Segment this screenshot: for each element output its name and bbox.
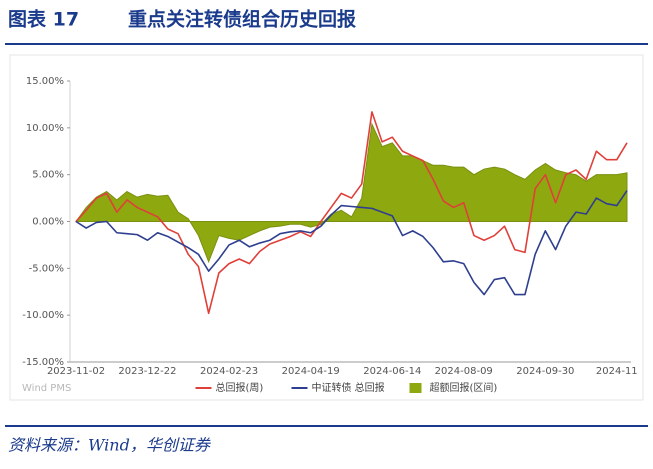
chart-frame: [9, 54, 644, 401]
x-tick-label: 2024-06-14: [363, 366, 421, 377]
y-tick-label: 5.00%: [32, 170, 64, 181]
legend-label: 中证转债 总回报: [312, 381, 385, 394]
x-tick-label: 2024-08-09: [435, 366, 493, 377]
legend-label: 总回报(周): [216, 381, 264, 394]
line: [75, 190, 628, 296]
source: 资料来源：Wind，华创证券: [8, 436, 212, 455]
y-tick-label: 10.00%: [26, 123, 64, 134]
y-tick-label: -15.00%: [22, 357, 64, 368]
y-tick-label: -10.00%: [22, 310, 64, 321]
legend-label: 超额回报(区间): [430, 381, 498, 394]
chart-title: 重点关注转债组合历史回报: [128, 8, 356, 31]
watermark: Wind PMS: [22, 383, 71, 394]
x-tick-label: 2024-02-23: [200, 366, 258, 377]
y-tick-label: 0.00%: [32, 217, 64, 228]
x-tick-label: 2023-11-02: [47, 366, 105, 377]
figure-label: 图表 17: [8, 8, 79, 31]
line: [75, 111, 628, 315]
x-tick-label: 2024-11: [596, 366, 638, 377]
x-tick-label: 2023-12-22: [118, 366, 176, 377]
area: [75, 122, 628, 264]
x-tick-label: 2024-04-19: [282, 366, 340, 377]
y-tick-label: -5.00%: [29, 263, 64, 274]
legend-swatch: [409, 383, 422, 393]
x-tick-label: 2024-09-30: [516, 366, 574, 377]
y-tick-label: 15.00%: [26, 76, 64, 87]
